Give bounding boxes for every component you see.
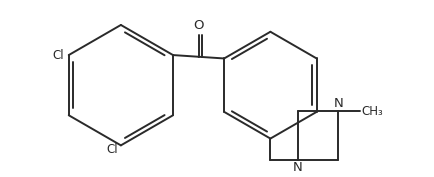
Text: N: N [333, 97, 343, 110]
Text: CH₃: CH₃ [362, 105, 383, 118]
Text: N: N [293, 161, 302, 174]
Text: Cl: Cl [106, 143, 118, 156]
Text: O: O [193, 19, 204, 33]
Text: Cl: Cl [52, 48, 64, 62]
